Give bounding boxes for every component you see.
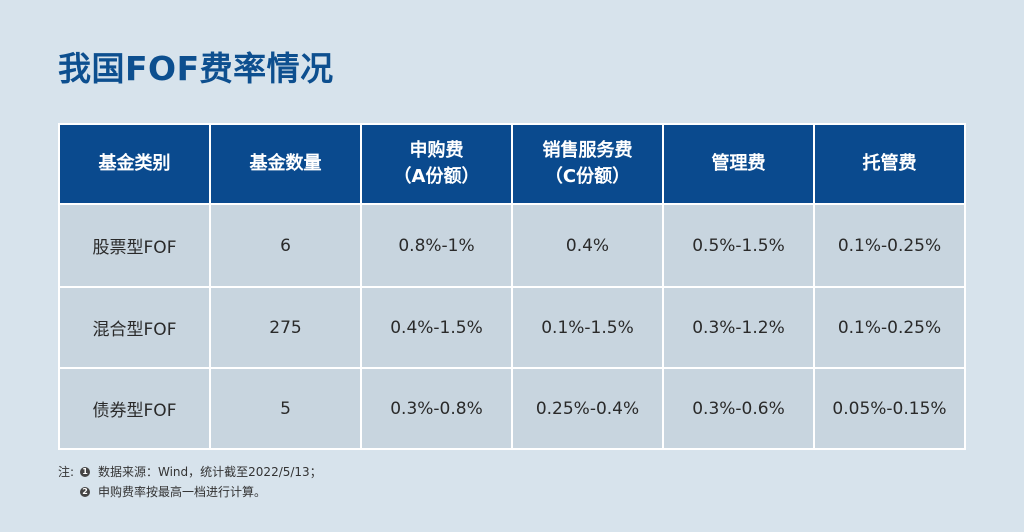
table-cell: 混合型FOF — [58, 286, 211, 369]
column-header: 基金类别 — [58, 123, 211, 205]
table-cell: 275 — [209, 286, 362, 369]
page-title: 我国FOF费率情况 — [58, 49, 334, 88]
column-header: 管理费 — [662, 123, 815, 205]
footnote-item: 2 申购费率按最高一档进行计算。 — [58, 482, 322, 502]
table-cell: 0.1%-0.25% — [813, 203, 966, 288]
table-cell: 0.3%-0.6% — [662, 367, 815, 450]
table-cell: 股票型FOF — [58, 203, 211, 288]
footnote-text: 申购费率按最高一档进行计算。 — [98, 485, 267, 499]
table-cell: 0.3%-1.2% — [662, 286, 815, 369]
table-cell: 5 — [209, 367, 362, 450]
table-cell: 0.5%-1.5% — [662, 203, 815, 288]
table-cell: 0.1%-1.5% — [511, 286, 664, 369]
footnotes: 注: 1 数据来源：Wind，统计截至2022/5/13； 2 申购费率按最高一… — [58, 462, 322, 502]
column-header: 基金数量 — [209, 123, 362, 205]
table-cell: 0.8%-1% — [360, 203, 513, 288]
table-cell: 0.25%-0.4% — [511, 367, 664, 450]
table-cell: 0.1%-0.25% — [813, 286, 966, 369]
numbered-bullet-icon: 1 — [80, 467, 90, 477]
column-header: 销售服务费 （C份额） — [511, 123, 664, 205]
table-cell: 0.05%-0.15% — [813, 367, 966, 450]
column-header: 申购费 （A份额） — [360, 123, 513, 205]
table-row: 股票型FOF 6 0.8%-1% 0.4% 0.5%-1.5% 0.1%-0.2… — [58, 203, 966, 288]
table-cell: 0.4% — [511, 203, 664, 288]
table-row: 债券型FOF 5 0.3%-0.8% 0.25%-0.4% 0.3%-0.6% … — [58, 367, 966, 450]
table-row: 混合型FOF 275 0.4%-1.5% 0.1%-1.5% 0.3%-1.2%… — [58, 286, 966, 369]
table-cell: 债券型FOF — [58, 367, 211, 450]
table-cell: 6 — [209, 203, 362, 288]
column-header: 托管费 — [813, 123, 966, 205]
table-cell: 0.3%-0.8% — [360, 367, 513, 450]
footnote-text: 数据来源：Wind，统计截至2022/5/13； — [98, 465, 322, 479]
fee-table: 基金类别 基金数量 申购费 （A份额） 销售服务费 （C份额） 管理费 托管费 … — [58, 123, 966, 450]
table-cell: 0.4%-1.5% — [360, 286, 513, 369]
footnote-item: 注: 1 数据来源：Wind，统计截至2022/5/13； — [58, 462, 322, 482]
table-header-row: 基金类别 基金数量 申购费 （A份额） 销售服务费 （C份额） 管理费 托管费 — [58, 123, 966, 205]
numbered-bullet-icon: 2 — [80, 487, 90, 497]
footnote-prefix: 注: — [58, 465, 75, 479]
